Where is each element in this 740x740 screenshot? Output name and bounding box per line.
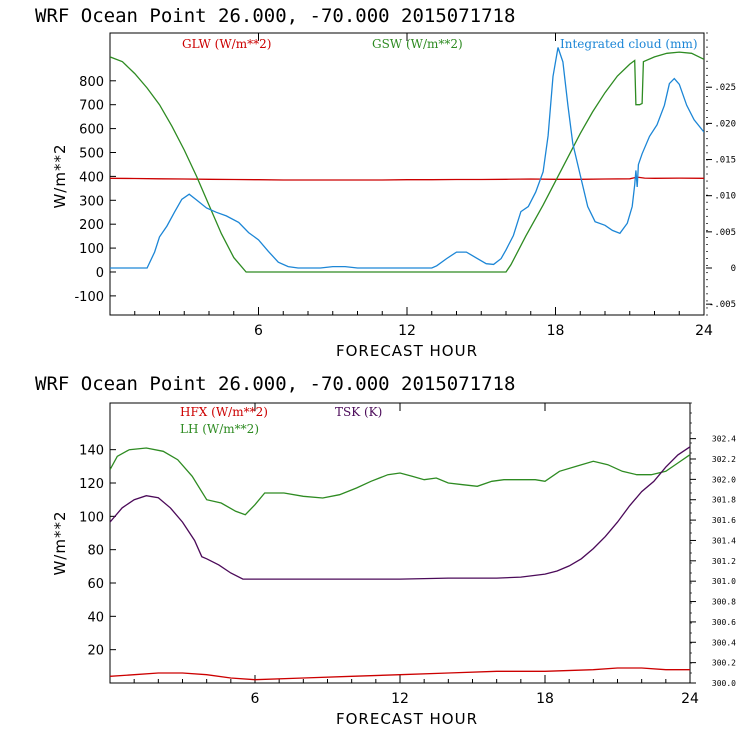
x-tick-label: 6: [251, 691, 260, 707]
y2-tick-label: 302.4: [712, 435, 736, 444]
y2-tick-label: 301.4: [712, 536, 736, 545]
y-tick-label: 140: [79, 444, 104, 459]
series-line-2: [110, 51, 704, 273]
series-line-2: [110, 447, 690, 516]
series-line-3: [110, 446, 690, 580]
x-tick-label: 18: [536, 691, 554, 707]
y-tick-label: 40: [87, 610, 104, 625]
y-tick-label: 100: [79, 242, 104, 257]
y2-tick-label: 302.2: [712, 455, 736, 464]
y2-tick-label: 301.8: [712, 496, 736, 505]
y-tick-label: 400: [79, 170, 104, 185]
y2-tick-label: 300.6: [712, 618, 736, 627]
y2-tick-label: 302.0: [712, 475, 736, 484]
y2-tick-label: .010: [714, 192, 736, 202]
y-tick-label: 120: [79, 477, 104, 492]
y2-tick-label: 300.8: [712, 598, 736, 607]
y-tick-label: 600: [79, 123, 104, 138]
y2-tick-label: .015: [714, 156, 736, 166]
x-tick-label: 24: [681, 691, 699, 707]
y2-tick-label: .025: [714, 83, 736, 93]
y-tick-label: 100: [79, 510, 104, 525]
legend-entry-3: Integrated cloud (mm): [560, 37, 698, 51]
y-axis-label: W/m**2: [51, 143, 69, 208]
y-tick-label: 200: [79, 218, 104, 233]
y2-tick-label: 300.2: [712, 659, 736, 668]
y-axis-label: W/m**2: [51, 510, 69, 575]
series-line-1: [110, 667, 690, 681]
series-line-1: [110, 176, 704, 181]
y2-tick-label: 301.6: [712, 516, 736, 525]
y2-tick-label: -.005: [709, 300, 736, 310]
y-tick-label: 500: [79, 146, 104, 161]
y2-tick-label: .020: [714, 119, 736, 129]
legend-entry-3: TSK (K): [335, 405, 382, 419]
chart-panel-1: WRF Ocean Point 26.000, -70.000 20150717…: [35, 5, 736, 360]
chart-title: WRF Ocean Point 26.000, -70.000 20150717…: [35, 373, 515, 395]
y-tick-label: 300: [79, 194, 104, 209]
y-tick-label: 80: [87, 544, 104, 559]
y2-tick-label: 300.0: [712, 679, 736, 688]
y-tick-label: 700: [79, 99, 104, 114]
chart-title: WRF Ocean Point 26.000, -70.000 20150717…: [35, 5, 515, 27]
x-tick-label: 12: [391, 691, 409, 707]
legend-entry-2: LH (W/m**2): [180, 422, 259, 436]
x-tick-label: 12: [398, 323, 416, 339]
y-tick-label: 0: [96, 266, 104, 281]
x-tick-label: 24: [695, 323, 713, 339]
y2-tick-label: 301.0: [712, 577, 736, 586]
series-line-3: [110, 47, 704, 269]
y2-tick-label: 301.2: [712, 557, 736, 566]
x-axis-label: FORECAST HOUR: [336, 710, 478, 728]
x-tick-label: 18: [547, 323, 565, 339]
legend-entry-1: GLW (W/m**2): [182, 37, 271, 51]
x-axis-label: FORECAST HOUR: [336, 342, 478, 360]
legend-entry-2: GSW (W/m**2): [372, 37, 463, 51]
y-tick-label: 20: [87, 644, 104, 659]
plot-frame: [109, 32, 705, 316]
y2-tick-label: 0: [731, 264, 736, 274]
chart-panel-2: WRF Ocean Point 26.000, -70.000 20150717…: [35, 373, 736, 728]
y-tick-label: -100: [74, 290, 104, 305]
y2-tick-label: .005: [714, 228, 736, 238]
x-tick-label: 6: [254, 323, 263, 339]
y2-tick-label: 300.4: [712, 638, 736, 647]
plot-frame: [109, 402, 691, 684]
y-tick-label: 800: [79, 75, 104, 90]
legend-entry-1: HFX (W/m**2): [180, 405, 268, 419]
y-tick-label: 60: [87, 577, 104, 592]
